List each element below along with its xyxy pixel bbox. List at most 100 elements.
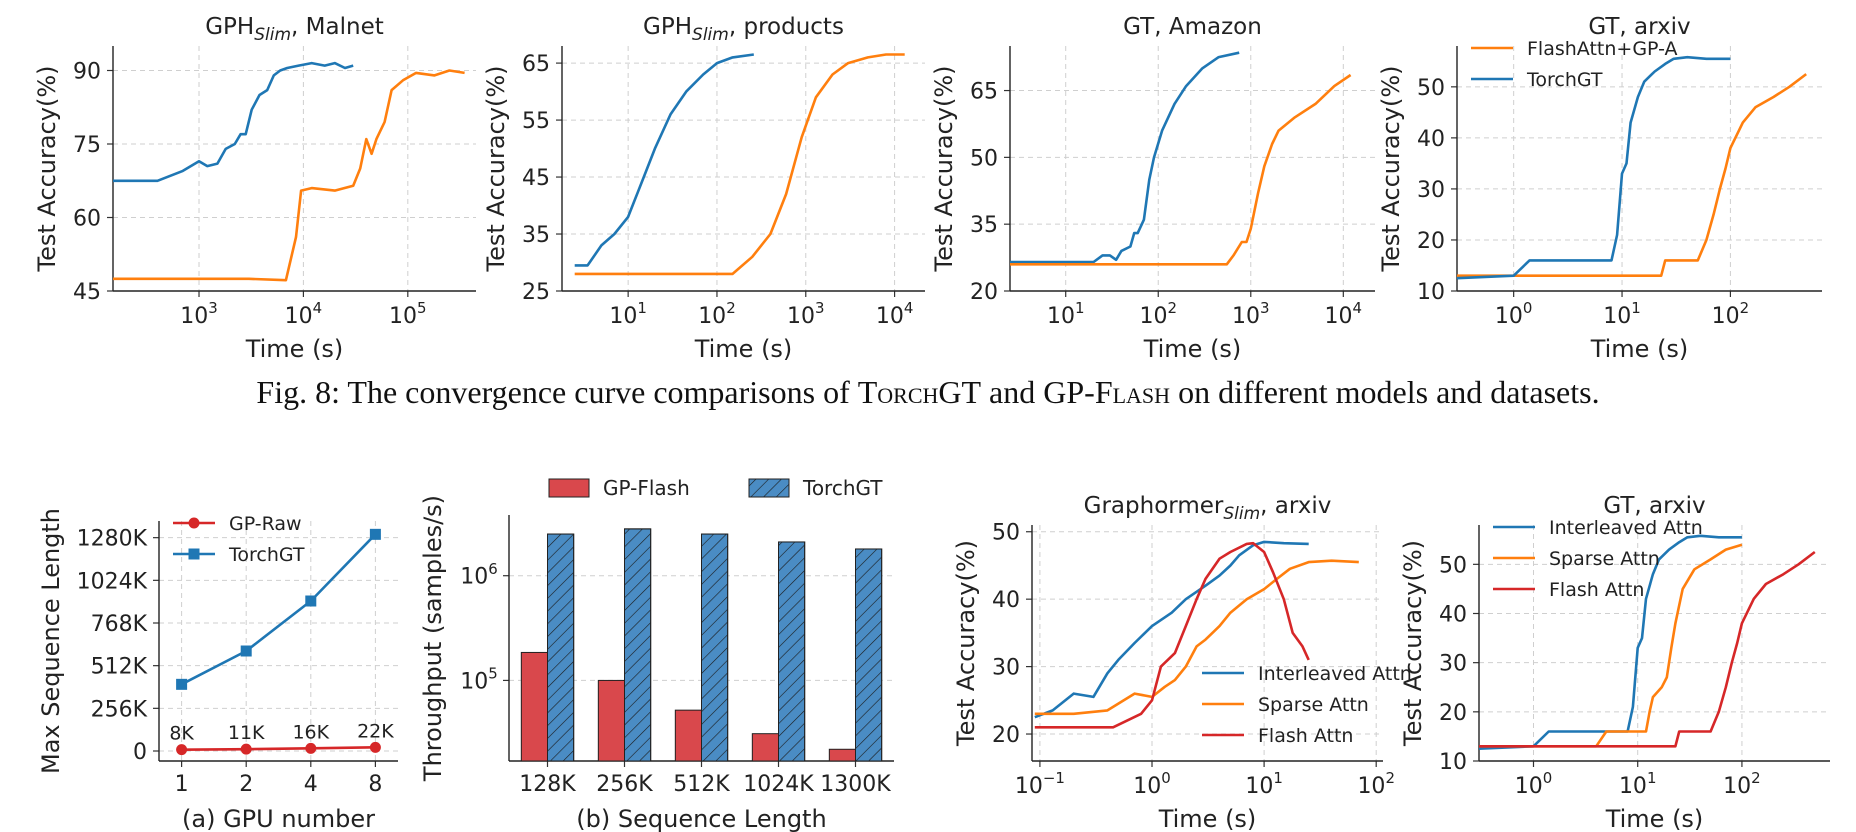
y-tick-label: 35 [970, 213, 998, 238]
x-tick-label: 100 [1515, 769, 1553, 799]
bar-hatch [547, 533, 575, 762]
legend-label: TorchGT [1526, 69, 1603, 91]
y-tick-label: 65 [522, 52, 550, 77]
bar [597, 679, 626, 762]
x-tick-label: 2 [239, 772, 253, 797]
data-label: 11K [228, 722, 265, 744]
legend-label: Sparse Attn [1258, 694, 1369, 716]
x-tick-label: 101 [1245, 769, 1283, 799]
x-axis-label: Time (s) [694, 335, 793, 363]
chart-graphormer-arxiv: 10−1 100 101 102 20 30 40 50 Time (s) Test Accura… [952, 493, 1412, 832]
y-axis-label: Test Accuracy(%) [952, 540, 980, 747]
data-point [369, 741, 381, 753]
series-line-2 [1479, 550, 1816, 748]
series-line-1 [1479, 543, 1743, 748]
chart-gph-products: 101 102 103 104 25 35 45 55 65 Time (s) Test Accur… [482, 14, 925, 363]
y-tick-label: 10 [1417, 280, 1445, 305]
chart-throughput: 128K 256K 512K 1024K 1300K 105 106 (b) Sequence… [419, 476, 894, 832]
data-label: 16K [292, 721, 329, 743]
legend-label: Flash Attn [1258, 725, 1353, 747]
legend-marker [188, 517, 200, 529]
chart-title: GraphormerSlim, arxiv [1084, 493, 1332, 524]
y-tick-label: 1024K [77, 569, 148, 594]
series-line-1 [113, 69, 465, 282]
caption-suffix: on different models and datasets. [1178, 374, 1600, 410]
x-tick-label: 104 [1325, 299, 1363, 329]
x-tick-label: 4 [304, 772, 318, 797]
y-axis-label: Test Accuracy(%) [482, 66, 510, 273]
y-tick-label: 40 [1439, 603, 1467, 628]
chart-gpu-number: 1 2 4 8 0 256K 512K 768K 1024K 1280K 8K 11K 16K 22K (a… [37, 508, 398, 832]
figure-caption: Fig. 8: The convergence curve comparison… [0, 374, 1856, 411]
series-line-1 [1010, 73, 1352, 266]
chart-title: GPHSlim, Malnet [205, 14, 384, 45]
y-tick-label: 30 [992, 656, 1020, 681]
y-tick-label: 106 [460, 560, 498, 590]
x-tick-label: 102 [1723, 769, 1761, 799]
x-tick-label: 1024K [743, 772, 814, 797]
x-tick-label: 100 [1133, 769, 1171, 799]
legend-label: Interleaved Attn [1549, 517, 1703, 539]
series-line-0 [574, 53, 754, 267]
legend-label: Sparse Attn [1549, 548, 1660, 570]
y-tick-label: 35 [522, 223, 550, 248]
legend-swatch [548, 478, 590, 498]
x-tick-label: 101 [609, 299, 647, 329]
y-tick-label: 45 [73, 280, 101, 305]
x-tick-label: 102 [1712, 299, 1750, 329]
caption-prefix: Fig. 8: The convergence curve comparison… [256, 374, 850, 410]
x-tick-label: 8 [368, 772, 382, 797]
legend-label: GP-Flash [603, 476, 690, 500]
data-label: 8K [169, 723, 194, 745]
x-tick-label: 512K [673, 772, 730, 797]
x-axis-label: Time (s) [1143, 335, 1242, 363]
y-tick-label: 512K [91, 655, 148, 680]
y-tick-label: 65 [970, 80, 998, 105]
x-tick-label: 102 [1139, 299, 1177, 329]
y-tick-label: 45 [522, 166, 550, 191]
x-axis-label: (b) Sequence Length [576, 805, 826, 832]
x-tick-label: 101 [1603, 299, 1641, 329]
y-tick-label: 30 [1417, 178, 1445, 203]
y-tick-label: 768K [91, 612, 148, 637]
y-tick-label: 1280K [77, 527, 148, 552]
chart-gt-arxiv-top: 100 101 102 10 20 30 40 50 Time (s) Test Accuracy… [1377, 14, 1822, 363]
x-tick-label: 1300K [820, 772, 891, 797]
bar [828, 748, 857, 762]
x-tick-label: 101 [1047, 299, 1085, 329]
bar [674, 709, 703, 762]
y-tick-label: 30 [1439, 652, 1467, 677]
chart-title: GT, arxiv [1588, 14, 1690, 40]
data-point [305, 742, 317, 754]
data-label: 22K [357, 720, 394, 742]
y-tick-label: 20 [992, 723, 1020, 748]
x-tick-label: 104 [876, 299, 914, 329]
chart-gt-amazon: 101 102 103 104 20 35 50 65 Time (s) Test Accurac… [930, 14, 1375, 363]
series-line-1 [1456, 55, 1731, 280]
series-line-0 [113, 61, 354, 183]
x-tick-label: 100 [1495, 299, 1533, 329]
y-tick-label: 20 [1417, 229, 1445, 254]
chart-title: GT, Amazon [1123, 14, 1262, 40]
series-line-1 [181, 533, 377, 686]
x-tick-label: 10−1 [1015, 769, 1065, 799]
y-tick-label: 105 [460, 665, 498, 695]
caption-system-gpflash: GP-Flash [1043, 374, 1171, 410]
series-line-0 [1478, 534, 1742, 750]
series-line-0 [1457, 73, 1807, 278]
x-tick-label: 102 [1357, 769, 1395, 799]
y-axis-label: Max Sequence Length [37, 508, 65, 774]
x-tick-label: 128K [519, 772, 576, 797]
y-tick-label: 25 [522, 280, 550, 305]
legend-label: Flash Attn [1549, 579, 1644, 601]
bar [751, 733, 780, 762]
x-tick-label: 105 [389, 299, 427, 329]
y-tick-label: 256K [91, 697, 148, 722]
y-axis-label: Test Accuracy(%) [930, 66, 958, 273]
data-point [176, 744, 188, 756]
y-tick-label: 40 [1417, 127, 1445, 152]
chart-title: GT, arxiv [1603, 493, 1705, 519]
x-tick-label: 101 [1619, 769, 1657, 799]
x-axis-label: Time (s) [1605, 805, 1704, 832]
x-tick-label: 1 [175, 772, 189, 797]
